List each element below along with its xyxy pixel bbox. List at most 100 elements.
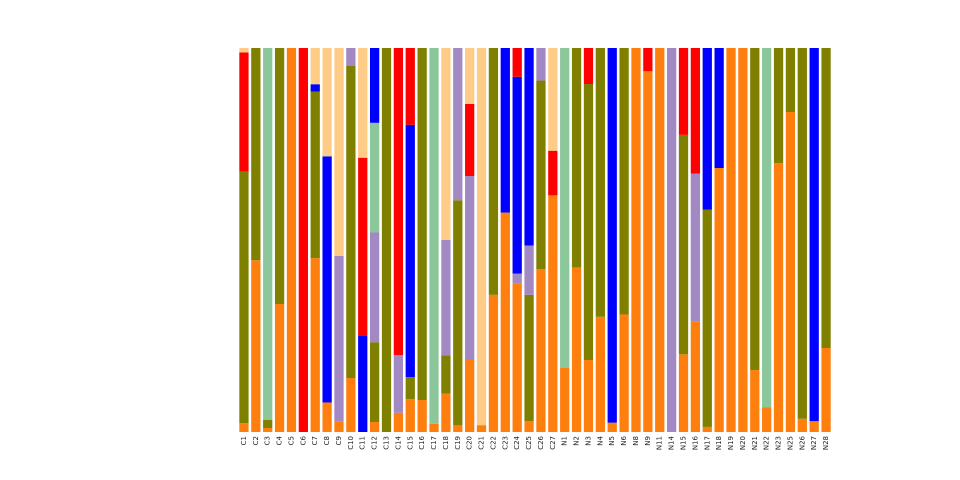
bar-segment-C10-0 bbox=[346, 378, 356, 432]
bar-segment-N15-1 bbox=[678, 134, 689, 355]
bar-segment-N9-5 bbox=[643, 48, 653, 72]
bar-segment-C20-5 bbox=[465, 104, 475, 176]
x-tick-label: C21 bbox=[478, 436, 486, 450]
bar-segment-C25-1 bbox=[524, 294, 534, 422]
bar-segment-N19-0 bbox=[726, 48, 736, 432]
bar-segment-N3-0 bbox=[583, 360, 594, 432]
x-tick-label: N15 bbox=[680, 436, 688, 450]
x-tick-label: N18 bbox=[715, 436, 723, 450]
bar-segment-N15-0 bbox=[678, 354, 689, 432]
x-tick-label: C26 bbox=[537, 435, 545, 449]
bar-segment-N16-0 bbox=[690, 321, 701, 432]
x-tick-label: N17 bbox=[703, 436, 711, 450]
bar-segment-C12-0 bbox=[369, 422, 380, 432]
bar-segment-C19-2 bbox=[453, 48, 463, 201]
x-tick-label: C11 bbox=[359, 436, 367, 450]
bar-segment-C24-5 bbox=[512, 48, 522, 77]
bar-segment-C26-2 bbox=[536, 48, 546, 81]
bar-segment-C20-6 bbox=[465, 48, 475, 104]
bar-segment-N17-1 bbox=[702, 209, 712, 427]
bar-segment-N6-1 bbox=[619, 48, 629, 315]
bar-segment-C17-0 bbox=[429, 423, 439, 432]
bar-segment-C7-0 bbox=[310, 258, 320, 432]
x-tick-label: N3 bbox=[584, 436, 592, 446]
x-tick-label: N16 bbox=[691, 435, 699, 450]
bar-segment-N17-0 bbox=[702, 426, 712, 432]
bar-segment-C7-1 bbox=[310, 91, 320, 259]
bar-segment-C1-5 bbox=[239, 52, 249, 172]
bar-segment-N20-0 bbox=[738, 48, 748, 432]
x-tick-label: C1 bbox=[240, 436, 248, 445]
bar-segment-C27-5 bbox=[548, 150, 558, 196]
bar-segment-C1-1 bbox=[239, 171, 249, 424]
bar-segment-C25-4 bbox=[524, 48, 534, 246]
bar-segment-C9-0 bbox=[334, 421, 344, 432]
bar-segment-N16-5 bbox=[690, 48, 701, 174]
bar-segment-C9-6 bbox=[334, 48, 344, 256]
bar-segment-N3-5 bbox=[583, 48, 594, 84]
bar-segment-N26-0 bbox=[797, 418, 807, 432]
bar-segment-N11-0 bbox=[655, 48, 665, 432]
x-tick-label: C3 bbox=[264, 436, 272, 445]
bar-segment-C3-0 bbox=[263, 428, 273, 432]
bar-segment-C25-0 bbox=[524, 421, 534, 432]
bar-segment-N5-4 bbox=[607, 48, 617, 423]
x-tick-label: N22 bbox=[763, 436, 771, 450]
bar-segment-N15-5 bbox=[678, 48, 689, 135]
bar-segment-N1-3 bbox=[560, 48, 570, 368]
x-tick-label: N20 bbox=[739, 436, 747, 450]
bar-segment-N18-0 bbox=[714, 168, 724, 432]
bar-segment-C4-1 bbox=[274, 48, 285, 304]
x-tick-label: N28 bbox=[822, 436, 830, 450]
bar-segment-C9-2 bbox=[334, 256, 344, 422]
bar-segment-C1-6 bbox=[239, 48, 249, 53]
bar-segment-C5-0 bbox=[286, 48, 297, 432]
bar-segment-N25-1 bbox=[785, 48, 796, 112]
bar-segment-C7-6 bbox=[310, 48, 320, 85]
bar-segment-C24-0 bbox=[512, 283, 522, 432]
bar-segment-C11-4 bbox=[358, 336, 368, 432]
bar-segment-C23-4 bbox=[500, 48, 510, 213]
bar-segment-C2-1 bbox=[251, 48, 261, 261]
bar-segment-C14-5 bbox=[393, 48, 404, 356]
bar-segment-N14-2 bbox=[666, 48, 677, 432]
bar-segment-N28-1 bbox=[821, 48, 831, 348]
x-tick-label: N8 bbox=[632, 436, 640, 446]
x-tick-label: C18 bbox=[442, 436, 450, 450]
bar-segment-N28-0 bbox=[821, 348, 831, 432]
x-tick-label: C5 bbox=[287, 436, 295, 445]
bar-segment-C11-6 bbox=[358, 48, 368, 158]
bar-segment-C20-2 bbox=[465, 176, 475, 360]
bar-segment-C2-0 bbox=[251, 260, 261, 432]
bar-segment-C4-0 bbox=[274, 304, 285, 432]
bar-segment-C12-2 bbox=[369, 232, 380, 343]
bar-segment-N2-1 bbox=[571, 48, 582, 268]
bar-segment-C1-0 bbox=[239, 423, 249, 432]
x-tick-label: C19 bbox=[454, 436, 462, 450]
bar-segment-C18-6 bbox=[441, 48, 451, 240]
bar-segment-N21-1 bbox=[750, 48, 760, 371]
bar-segment-N8-0 bbox=[631, 48, 641, 432]
bar-segment-C27-0 bbox=[548, 195, 558, 432]
bar-segment-C8-4 bbox=[322, 156, 332, 403]
x-tick-label: N23 bbox=[775, 436, 783, 450]
bar-segment-N1-0 bbox=[560, 368, 570, 432]
bar-segment-C18-1 bbox=[441, 355, 451, 394]
bar-segment-N27-0 bbox=[809, 421, 819, 432]
bar-segment-N23-0 bbox=[773, 163, 784, 432]
bar-segment-N17-4 bbox=[702, 48, 712, 210]
bar-segment-C15-4 bbox=[405, 124, 415, 378]
bar-segment-C15-1 bbox=[405, 377, 415, 400]
bar-segment-C3-1 bbox=[263, 420, 273, 428]
x-tick-label: C4 bbox=[276, 435, 284, 445]
bar-segment-N25-0 bbox=[785, 112, 796, 432]
bar-segment-C26-1 bbox=[536, 80, 546, 270]
x-tick-label: N14 bbox=[668, 435, 676, 450]
bar-segment-N5-0 bbox=[607, 422, 617, 432]
x-tick-label: C27 bbox=[549, 436, 557, 450]
bar-segment-C22-1 bbox=[488, 48, 499, 295]
bar-segment-C21-6 bbox=[476, 48, 487, 426]
bar-segment-C15-0 bbox=[405, 399, 415, 432]
x-tick-label: N11 bbox=[656, 436, 664, 450]
bar-segment-C12-3 bbox=[369, 122, 380, 233]
